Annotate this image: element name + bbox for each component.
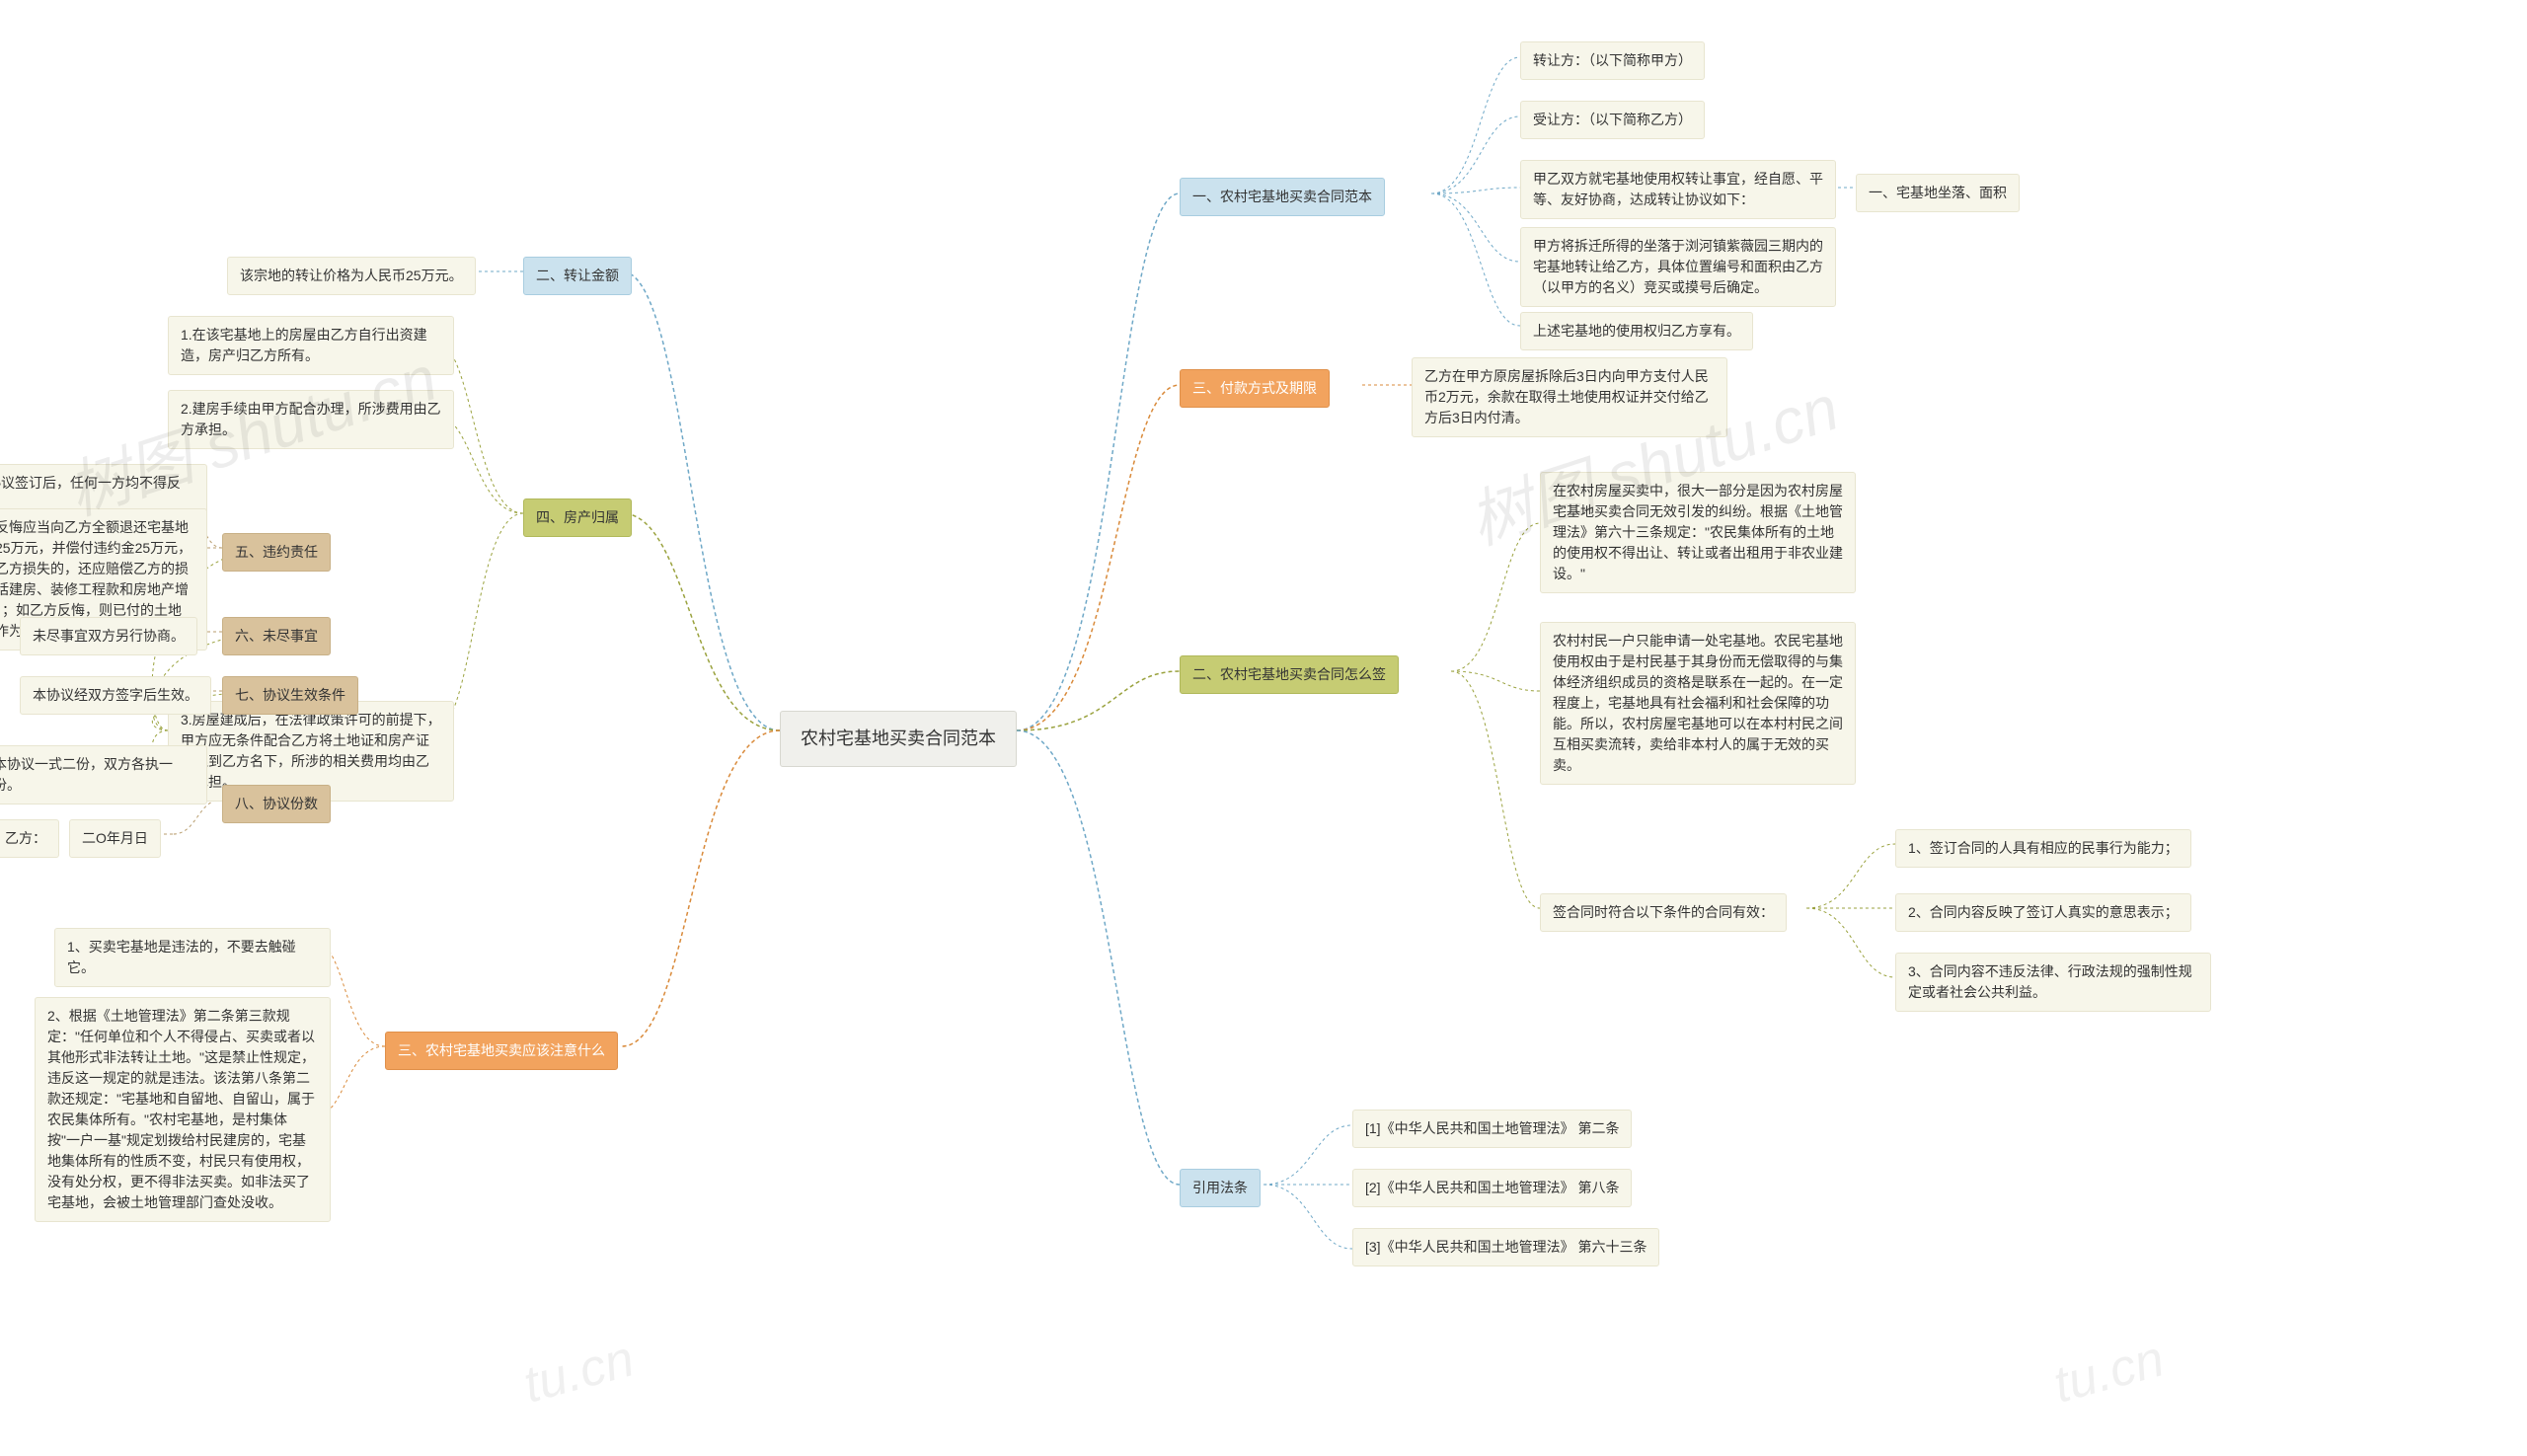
- sec2b-valid-1: 1、签订合同的人具有相应的民事行为能力；: [1895, 829, 2191, 868]
- laws-title: 引用法条: [1180, 1169, 1261, 1207]
- sec2b-title: 二、农村宅基地买卖合同怎么签: [1180, 655, 1399, 694]
- sub5-title-text: 五、违约责任: [235, 544, 318, 560]
- laws-2: [2]《中华人民共和国土地管理法》 第八条: [1352, 1169, 1632, 1207]
- left-sec2-title: 二、转让金额: [523, 257, 632, 295]
- sec1-title-text: 一、农村宅基地买卖合同范本: [1192, 189, 1372, 204]
- sec1-b-text: 受让方：（以下简称乙方）: [1533, 112, 1692, 127]
- laws-3-text: [3]《中华人民共和国土地管理法》 第六十三条: [1365, 1239, 1646, 1255]
- sec2b-valid-3-text: 3、合同内容不违反法律、行政法规的强制性规定或者社会公共利益。: [1908, 963, 2192, 1000]
- sub6-text: 未尽事宜双方另行协商。: [20, 617, 197, 655]
- left-sec4-i2-text: 2.建房手续由甲方配合办理，所涉费用由乙方承担。: [181, 401, 441, 437]
- sub8-c-text: 甲方：乙方：: [0, 830, 46, 846]
- root-title: 农村宅基地买卖合同范本: [801, 728, 996, 748]
- sub8-b: 二O年月日: [69, 819, 161, 858]
- sec2b-valid-1-text: 1、签订合同的人具有相应的民事行为能力；: [1908, 840, 2179, 856]
- sub6-text-span: 未尽事宜双方另行协商。: [33, 628, 185, 644]
- left-sec3b-i1-text: 1、买卖宅基地是违法的，不要去触碰它。: [67, 939, 296, 975]
- sec2b-p1-text: 在农村房屋买卖中，很大一部分是因为农村房屋宅基地买卖合同无效引发的纠纷。根据《土…: [1553, 483, 1843, 581]
- sec3-text: 乙方在甲方原房屋拆除后3日内向甲方支付人民币2万元，余款在取得土地使用权证并交付…: [1412, 357, 1727, 437]
- left-sec4-title: 四、房产归属: [523, 498, 632, 537]
- sec1-d: 甲方将拆迁所得的坐落于浏河镇紫薇园三期内的宅基地转让给乙方，具体位置编号和面积由…: [1520, 227, 1836, 307]
- left-sec3b-i2: 2、根据《土地管理法》第二条第三款规定："任何单位和个人不得侵占、买卖或者以其他…: [35, 997, 331, 1222]
- laws-title-text: 引用法条: [1192, 1180, 1248, 1195]
- sec1-a-text: 转让方：（以下简称甲方）: [1533, 52, 1692, 68]
- sub5-a-text: 本协议签订后，任何一方均不得反悔。: [0, 475, 181, 511]
- sub7-text: 本协议经双方签字后生效。: [20, 676, 211, 715]
- sub8-b-text: 二O年月日: [82, 830, 148, 846]
- left-sec3b-title-text: 三、农村宅基地买卖应该注意什么: [398, 1042, 605, 1058]
- laws-1-text: [1]《中华人民共和国土地管理法》 第二条: [1365, 1120, 1619, 1136]
- sub7-title-text: 七、协议生效条件: [235, 687, 345, 703]
- left-sec3b-title: 三、农村宅基地买卖应该注意什么: [385, 1032, 618, 1070]
- laws-1: [1]《中华人民共和国土地管理法》 第二条: [1352, 1110, 1632, 1148]
- sec3-title: 三、付款方式及期限: [1180, 369, 1330, 408]
- sub6-title-text: 六、未尽事宜: [235, 628, 318, 644]
- left-sec2-text: 该宗地的转让价格为人民币25万元。: [227, 257, 476, 295]
- sec3-text-span: 乙方在甲方原房屋拆除后3日内向甲方支付人民币2万元，余款在取得土地使用权证并交付…: [1424, 368, 1709, 425]
- sec2b-valid-head: 签合同时符合以下条件的合同有效：: [1540, 893, 1787, 932]
- sub8-a-text: 本协议一式二份，双方各执一份。: [0, 756, 173, 793]
- sec2b-title-text: 二、农村宅基地买卖合同怎么签: [1192, 666, 1386, 682]
- sec1-d-text: 甲方将拆迁所得的坐落于浏河镇紫薇园三期内的宅基地转让给乙方，具体位置编号和面积由…: [1533, 238, 1823, 295]
- sub8-title: 八、协议份数: [222, 785, 331, 823]
- sec3-title-text: 三、付款方式及期限: [1192, 380, 1317, 396]
- sec1-c-sub: 一、宅基地坐落、面积: [1856, 174, 2020, 212]
- sub8-c: 甲方：乙方：: [0, 819, 59, 858]
- root-node: 农村宅基地买卖合同范本: [780, 711, 1017, 767]
- laws-2-text: [2]《中华人民共和国土地管理法》 第八条: [1365, 1180, 1619, 1195]
- left-sec4-title-text: 四、房产归属: [536, 509, 619, 525]
- sub8-title-text: 八、协议份数: [235, 796, 318, 811]
- watermark-4: tu.cn: [2047, 1329, 2170, 1415]
- sec1-a: 转让方：（以下简称甲方）: [1520, 41, 1705, 80]
- sub7-title: 七、协议生效条件: [222, 676, 358, 715]
- watermark-3: tu.cn: [517, 1329, 640, 1415]
- sec2b-p2: 农村村民一户只能申请一处宅基地。农民宅基地使用权由于是村民基于其身份而无偿取得的…: [1540, 622, 1856, 785]
- sub6-title: 六、未尽事宜: [222, 617, 331, 655]
- sec2b-valid-head-text: 签合同时符合以下条件的合同有效：: [1553, 904, 1774, 920]
- sub8-a: 本协议一式二份，双方各执一份。: [0, 745, 207, 805]
- sec2b-valid-3: 3、合同内容不违反法律、行政法规的强制性规定或者社会公共利益。: [1895, 953, 2211, 1012]
- sec2b-valid-2: 2、合同内容反映了签订人真实的意思表示；: [1895, 893, 2191, 932]
- sec1-c-sub-text: 一、宅基地坐落、面积: [1869, 185, 2007, 200]
- left-sec3b-i2-text: 2、根据《土地管理法》第二条第三款规定："任何单位和个人不得侵占、买卖或者以其他…: [47, 1008, 315, 1210]
- left-sec4-i2: 2.建房手续由甲方配合办理，所涉费用由乙方承担。: [168, 390, 454, 449]
- left-sec4-i1-text: 1.在该宅基地上的房屋由乙方自行出资建造，房产归乙方所有。: [181, 327, 427, 363]
- sec1-c: 甲乙双方就宅基地使用权转让事宜，经自愿、平等、友好协商，达成转让协议如下：: [1520, 160, 1836, 219]
- sec2b-valid-2-text: 2、合同内容反映了签订人真实的意思表示；: [1908, 904, 2179, 920]
- left-sec4-i3-text: 3.房屋建成后，在法律政策许可的前提下，甲方应无条件配合乙方将土地证和房产证办理…: [181, 712, 441, 790]
- left-sec2-text-span: 该宗地的转让价格为人民币25万元。: [240, 268, 463, 283]
- sub7-text-span: 本协议经双方签字后生效。: [33, 687, 198, 703]
- sec1-title: 一、农村宅基地买卖合同范本: [1180, 178, 1385, 216]
- sec1-c-text: 甲乙双方就宅基地使用权转让事宜，经自愿、平等、友好协商，达成转让协议如下：: [1533, 171, 1823, 207]
- left-sec2-title-text: 二、转让金额: [536, 268, 619, 283]
- sub5-title: 五、违约责任: [222, 533, 331, 572]
- left-sec3b-i1: 1、买卖宅基地是违法的，不要去触碰它。: [54, 928, 331, 987]
- left-sec4-i1: 1.在该宅基地上的房屋由乙方自行出资建造，房产归乙方所有。: [168, 316, 454, 375]
- sec1-e-text: 上述宅基地的使用权归乙方享有。: [1533, 323, 1740, 339]
- sec1-e: 上述宅基地的使用权归乙方享有。: [1520, 312, 1753, 350]
- laws-3: [3]《中华人民共和国土地管理法》 第六十三条: [1352, 1228, 1659, 1266]
- sec2b-p2-text: 农村村民一户只能申请一处宅基地。农民宅基地使用权由于是村民基于其身份而无偿取得的…: [1553, 633, 1843, 773]
- sec2b-p1: 在农村房屋买卖中，很大一部分是因为农村房屋宅基地买卖合同无效引发的纠纷。根据《土…: [1540, 472, 1856, 593]
- sec1-b: 受让方：（以下简称乙方）: [1520, 101, 1705, 139]
